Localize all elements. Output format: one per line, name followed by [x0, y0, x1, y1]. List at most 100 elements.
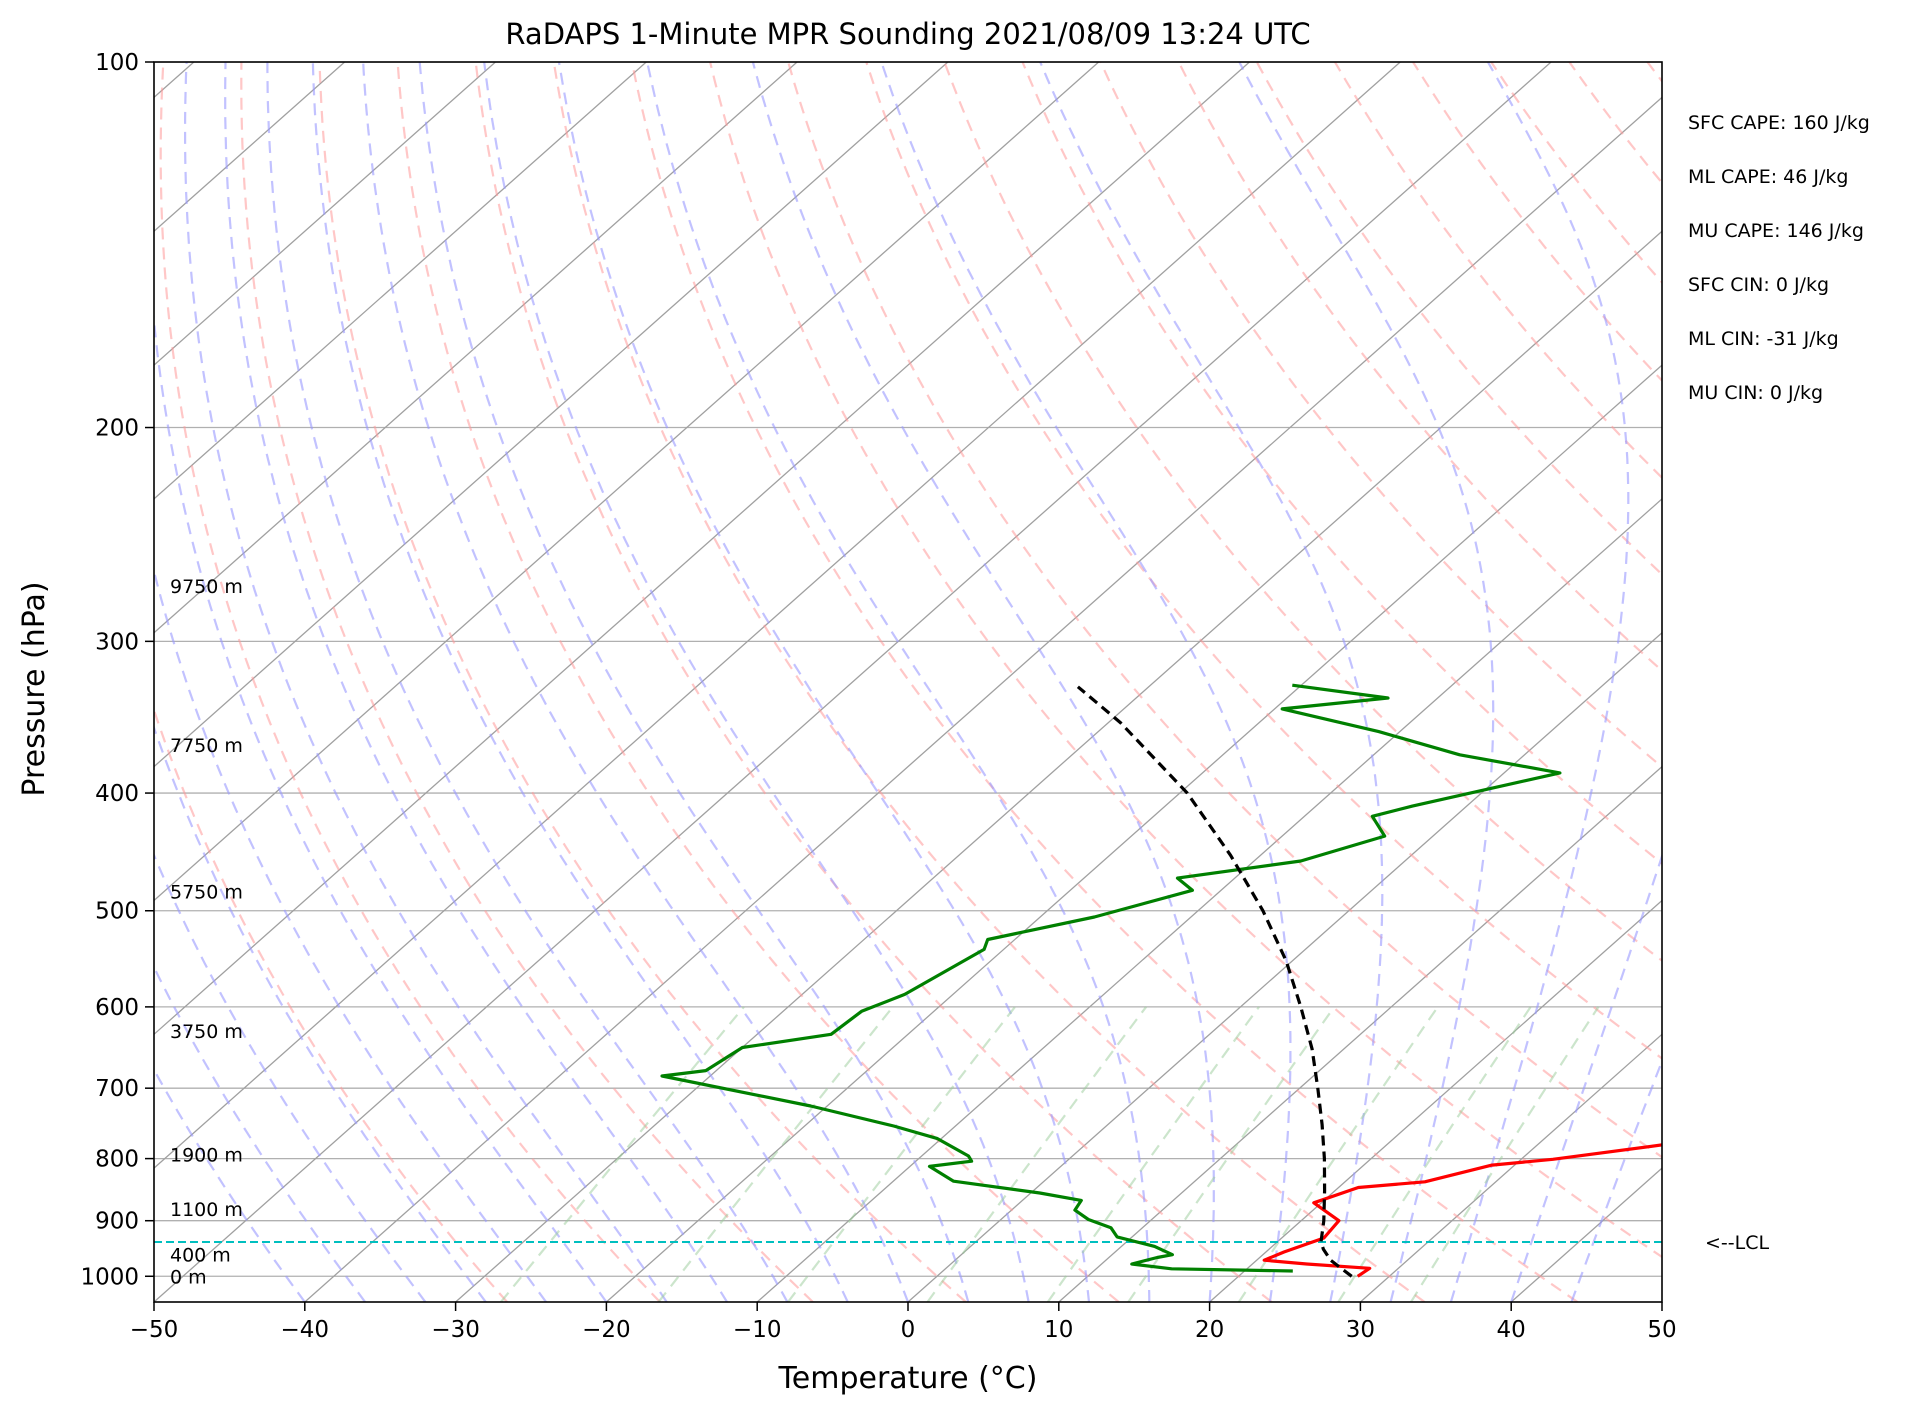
dry-adiabat	[1333, 62, 1662, 480]
moist-adiabat	[311, 62, 849, 1302]
height-label: 9750 m	[170, 576, 243, 598]
moist-adiabat	[1570, 1058, 1662, 1302]
isotherm-line	[154, 62, 647, 500]
moist-adiabat	[483, 62, 1030, 1302]
x-tick-label: 0	[901, 1317, 916, 1343]
mixing-ratio-line	[500, 1006, 745, 1302]
stat-mu-cin: MU CIN: 0 J/kg	[1688, 382, 1823, 404]
mixing-ratio-lines	[500, 1006, 1600, 1302]
height-label: 7750 m	[170, 735, 243, 757]
isotherm-line	[907, 631, 1662, 1302]
y-tick-label: 900	[95, 1209, 139, 1235]
isotherm-line	[154, 62, 1552, 1302]
x-tick-label: 30	[1346, 1317, 1375, 1343]
x-tick-label: 40	[1497, 1317, 1526, 1343]
y-tick-label: 300	[95, 629, 139, 655]
x-tick-label: −40	[281, 1317, 330, 1343]
y-tick-label: 700	[95, 1076, 139, 1102]
y-axis-label: Pressure (hPa)	[17, 581, 52, 796]
isotherm-line	[1058, 765, 1662, 1302]
moist-adiabat	[1238, 62, 1495, 1302]
moist-adiabat	[418, 62, 970, 1302]
height-label: 5750 m	[170, 881, 243, 903]
dry-adiabat	[1255, 62, 1662, 576]
stat-sfc-cin: SFC CIN: 0 J/kg	[1688, 274, 1829, 296]
moist-adiabat	[224, 62, 728, 1302]
dry-adiabat	[1099, 62, 1662, 769]
mixing-ratio-line	[1410, 1006, 1600, 1302]
stat-ml-cin: ML CIN: -31 J/kg	[1688, 328, 1839, 350]
temperature-profile-line	[1262, 1143, 1662, 1278]
dry-adiabat	[396, 62, 1120, 1302]
isotherm-line	[304, 96, 1662, 1302]
mixing-ratio-line	[787, 1006, 1016, 1302]
height-label: 3750 m	[170, 1021, 243, 1043]
moist-adiabat	[154, 566, 547, 1302]
x-tick-label: 50	[1647, 1317, 1676, 1343]
isotherm-line	[455, 230, 1662, 1302]
lcl-label: <--LCL	[1705, 1232, 1769, 1254]
stat-sfc-cape: SFC CAPE: 160 J/kg	[1688, 112, 1870, 134]
height-label: 1100 m	[170, 1199, 243, 1221]
moist-adiabat-lines	[154, 62, 1662, 1302]
moist-adiabat	[646, 62, 1151, 1302]
dewpoint-profile-line	[660, 683, 1562, 1273]
profile-series	[660, 683, 1662, 1278]
isotherm-line	[154, 62, 798, 634]
moist-adiabat	[154, 964, 366, 1302]
dry-adiabat	[943, 62, 1662, 963]
x-tick-label: 20	[1195, 1317, 1224, 1343]
moist-adiabat	[154, 1067, 306, 1302]
y-tick-label: 200	[95, 416, 139, 442]
moist-adiabat	[184, 62, 668, 1302]
x-tick-label: −20	[582, 1317, 631, 1343]
y-tick-label: 600	[95, 995, 139, 1021]
dry-adiabat	[240, 62, 814, 1302]
dry-adiabat	[154, 706, 508, 1302]
isotherm-line	[605, 364, 1662, 1302]
moist-adiabat	[1039, 62, 1384, 1302]
y-tick-label: 100	[95, 50, 139, 76]
x-tick-label: 10	[1044, 1317, 1073, 1343]
y-tick-label: 500	[95, 899, 139, 925]
height-label: 400 m	[170, 1245, 231, 1267]
dry-adiabat	[1021, 62, 1662, 865]
dry-adiabat	[787, 62, 1662, 1159]
isotherm-line	[154, 62, 496, 366]
moist-adiabat	[1449, 62, 1630, 1302]
mixing-ratio-line	[1046, 1006, 1260, 1302]
dry-adiabat-lines	[154, 62, 1662, 1302]
isotherm-line	[1359, 1033, 1662, 1302]
moist-adiabat	[557, 62, 1091, 1302]
parcel-profile-line	[1076, 685, 1353, 1278]
x-axis-label: Temperature (°C)	[778, 1361, 1038, 1396]
stat-ml-cape: ML CAPE: 46 J/kg	[1688, 166, 1848, 188]
moist-adiabat	[751, 62, 1215, 1302]
height-label: 1900 m	[170, 1145, 243, 1167]
dry-adiabat	[1490, 62, 1662, 284]
isotherm-line	[1209, 899, 1662, 1302]
x-tick-label: −50	[130, 1317, 179, 1343]
moist-adiabat	[266, 62, 789, 1302]
y-tick-label: 400	[95, 781, 139, 807]
moist-adiabat	[362, 62, 910, 1302]
dry-adiabat	[474, 62, 1273, 1302]
height-label: 0 m	[170, 1266, 207, 1288]
dry-adiabat	[159, 62, 661, 1302]
mixing-ratio-line	[657, 1006, 894, 1302]
y-tick-label: 800	[95, 1147, 139, 1173]
chart-title: RaDAPS 1-Minute MPR Sounding 2021/08/09 …	[505, 17, 1310, 51]
moist-adiabat	[880, 62, 1292, 1302]
y-tick-label: 1000	[80, 1264, 139, 1290]
isotherm-line	[154, 62, 1100, 902]
x-tick-label: −30	[431, 1317, 480, 1343]
x-axis-ticks: −50 −40 −30 −20 −10 0 10 20 30 40 50	[130, 1302, 1677, 1343]
stat-mu-cape: MU CAPE: 146 J/kg	[1688, 220, 1864, 242]
dry-adiabat	[552, 62, 1426, 1302]
isotherm-line	[154, 62, 949, 768]
isobar-gridlines	[154, 62, 1662, 1277]
moist-adiabat	[154, 309, 608, 1302]
x-tick-label: −10	[733, 1317, 782, 1343]
